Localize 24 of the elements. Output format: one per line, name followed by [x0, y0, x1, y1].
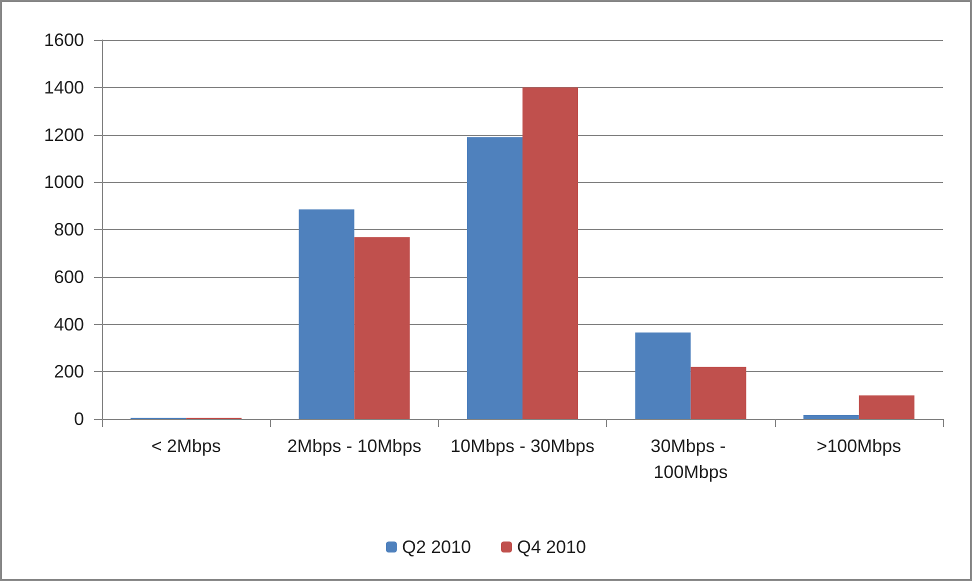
- x-tick-label: >100Mbps: [816, 436, 902, 456]
- y-tick-label: 800: [54, 220, 84, 240]
- y-tick-label: 1400: [44, 77, 84, 98]
- bar: [522, 87, 578, 419]
- y-tick-label: 1600: [44, 30, 84, 50]
- y-tick-label: 400: [54, 314, 84, 334]
- bar: [635, 332, 691, 419]
- bar: [858, 395, 914, 419]
- bar: [690, 366, 746, 419]
- y-tick-label: 0: [74, 409, 84, 429]
- x-tick-label: < 2Mbps: [151, 436, 221, 456]
- bar: [803, 414, 859, 419]
- x-tick-label: 30Mbps - 100Mbps: [650, 436, 731, 482]
- legend-label: Q2 2010: [402, 537, 472, 557]
- bar: [298, 209, 354, 419]
- y-tick-label: 1000: [44, 172, 84, 192]
- bar: [466, 137, 522, 419]
- y-tick-label: 200: [54, 362, 84, 382]
- y-tick-label: 1200: [44, 124, 84, 145]
- x-tick-label: 10Mbps - 30Mbps: [450, 436, 595, 456]
- x-tick-label: 2Mbps - 10Mbps: [287, 436, 422, 456]
- legend-label: Q4 2010: [517, 537, 586, 557]
- bar: [354, 237, 410, 419]
- y-tick-label: 600: [54, 266, 84, 287]
